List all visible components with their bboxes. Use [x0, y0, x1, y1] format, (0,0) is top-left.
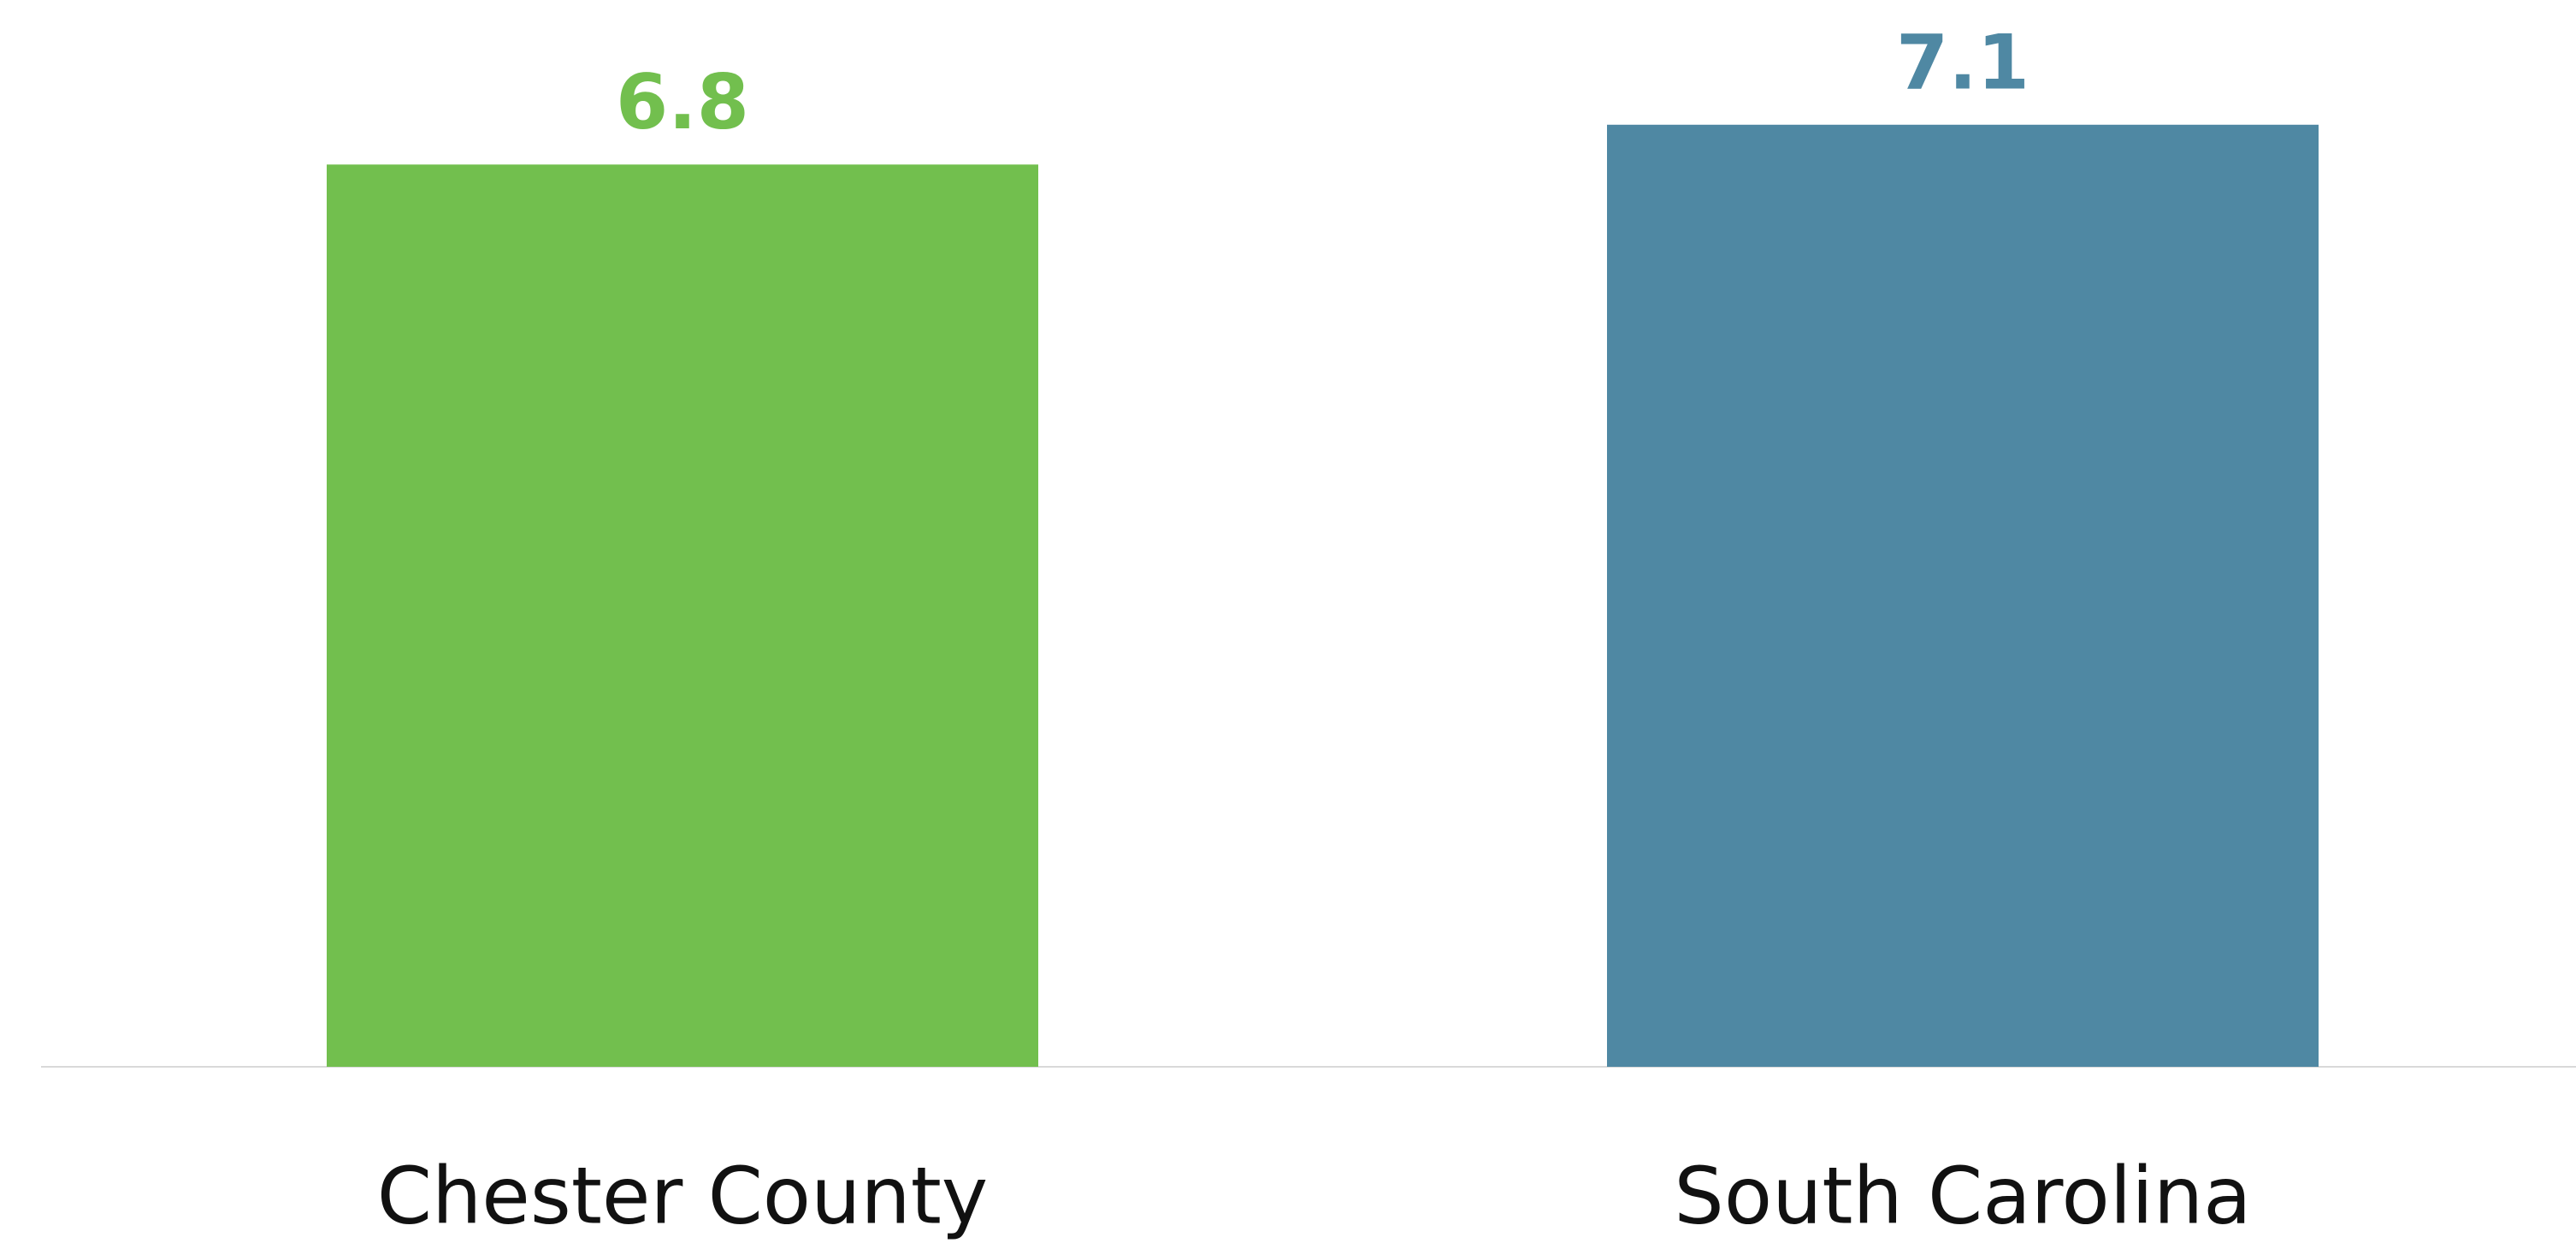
bar: [327, 164, 1038, 1067]
data-label: 6.8: [616, 58, 749, 146]
x-tick-label: South Carolina: [1674, 1150, 2251, 1241]
x-tick-label: Chester County: [377, 1150, 988, 1241]
bar: [1607, 124, 2319, 1067]
data-label: 7.1: [1896, 19, 2029, 107]
